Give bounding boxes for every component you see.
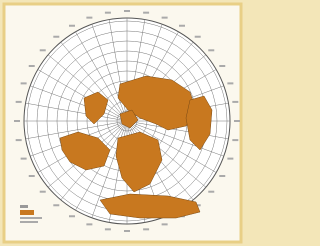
rim-tick — [143, 12, 149, 14]
rim-tick — [40, 191, 46, 193]
rim-tick — [219, 175, 225, 177]
rim-tick — [234, 120, 240, 122]
rim-tick — [21, 82, 27, 84]
legend-line — [20, 217, 42, 219]
rim-tick — [14, 120, 20, 122]
rim-tick — [29, 65, 35, 67]
rim-tick — [53, 36, 59, 38]
rim-tick — [124, 230, 130, 232]
rim-tick — [227, 158, 233, 160]
rim-tick — [16, 101, 22, 103]
legend-line — [20, 221, 38, 223]
rim-tick — [227, 82, 233, 84]
rim-tick — [162, 17, 168, 19]
rim-tick — [105, 12, 111, 14]
rim-tick — [179, 25, 185, 27]
legend-swatch — [20, 210, 34, 215]
rim-tick — [124, 10, 130, 12]
rim-tick — [195, 36, 201, 38]
map-figure — [0, 0, 245, 246]
rim-tick — [69, 25, 75, 27]
rim-tick — [16, 139, 22, 141]
rim-tick — [69, 215, 75, 217]
rim-tick — [40, 49, 46, 51]
rim-tick — [86, 223, 92, 225]
rim-tick — [86, 17, 92, 19]
rim-tick — [162, 223, 168, 225]
rim-tick — [21, 158, 27, 160]
rim-tick — [208, 191, 214, 193]
rim-tick — [29, 175, 35, 177]
rim-tick — [219, 65, 225, 67]
rim-tick — [208, 49, 214, 51]
rim-tick — [105, 228, 111, 230]
rim-tick — [232, 139, 238, 141]
rim-tick — [143, 228, 149, 230]
rim-tick — [53, 204, 59, 206]
page: (() => { const svg = document.getElement… — [0, 0, 245, 246]
rim-tick — [232, 101, 238, 103]
legend-line — [20, 205, 28, 208]
